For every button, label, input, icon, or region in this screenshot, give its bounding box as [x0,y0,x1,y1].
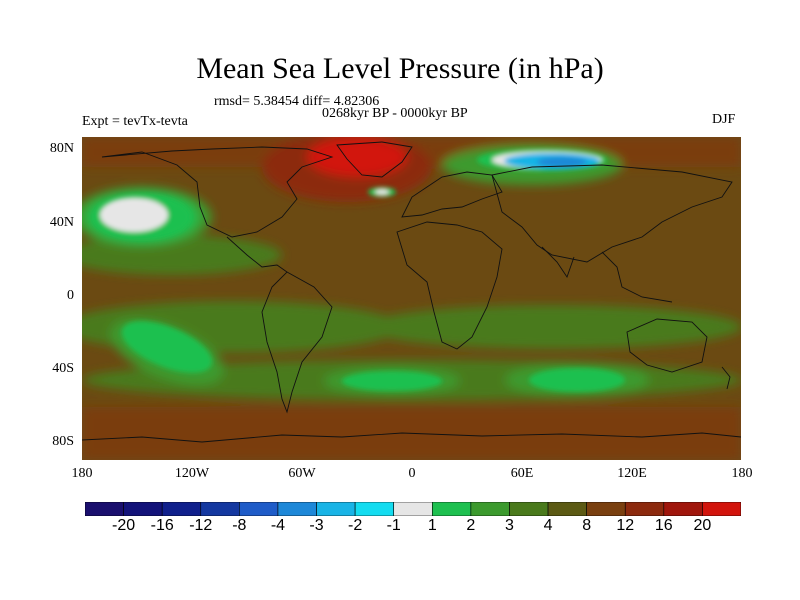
colorbar-swatch [161,502,202,516]
colorbar-swatch [702,502,741,516]
indian-ocean-band [362,305,741,349]
coastline-australia [626,318,708,373]
colorbar-tick-label: 12 [616,517,635,534]
map-title: Mean Sea Level Pressure (in hPa) [196,52,604,85]
colorbar-tick-label: -20 [112,517,136,534]
colorbar-tick-label: -12 [189,517,213,534]
coastline-europe [401,171,503,218]
colorbar-swatch [663,502,703,516]
colorbar-swatch [316,502,356,516]
pressure-anomaly-map [82,137,741,460]
lon-label-180e: 180 [731,466,753,481]
colorbar-tick-label: 4 [543,517,553,534]
coastline-central-america [226,236,288,273]
period-text: 0268kyr BP - 0000kyr BP [322,106,468,121]
map-background [82,137,741,460]
lon-label-60w: 60W [288,466,316,481]
colorbar-swatch [200,502,240,516]
stats-text: rmsd= 5.38454 diff= 4.82306 [214,94,380,109]
south-pacific-low [121,321,213,373]
experiment-text: Expt = tevTx-tevta [82,114,188,129]
north-pacific-core [100,198,168,232]
siberia-low-center [537,157,587,167]
colorbar-tick-label: -4 [270,517,286,534]
lon-label-0: 0 [408,466,416,481]
coastline-antarctica [82,432,741,443]
coastline-south-america [261,271,333,414]
colorbar-swatch [509,502,549,516]
lat-label-0: 0 [67,288,74,303]
colorbar-swatch [431,502,472,516]
colorbar-swatch [354,502,395,516]
colorbar-swatch [277,502,317,516]
coastline-greenland [336,141,413,178]
lon-label-60e: 60E [510,466,534,481]
map-svg [82,137,741,460]
south-indian-low [529,368,625,392]
colorbar-tick-label: -3 [309,517,324,534]
lon-label-120w: 120W [174,466,210,481]
coastline-southeast-asia [601,251,673,303]
season-text: DJF [712,112,736,127]
coastline-africa [396,221,503,350]
colorbar-tick-label: 3 [505,517,514,534]
colorbar-tick-label: 8 [582,517,592,534]
colorbar [85,502,741,516]
colorbar-swatch [586,502,626,516]
colorbar-swatch [123,502,163,516]
colorbar-swatch [85,502,124,516]
colorbar-swatch [470,502,510,516]
coastline-asia [491,164,733,263]
colorbar-swatch [547,502,587,516]
coastline-north-america [101,146,334,238]
colorbar-tick-label: -1 [386,517,401,534]
colorbar-tick-label: 1 [427,517,437,534]
lon-label-180w: 180 [71,466,93,481]
south-atlantic-low [342,371,442,391]
colorbar-tick-label: -16 [150,517,174,534]
lat-label-80s: 80S [52,434,74,449]
lat-label-40s: 40S [52,361,74,376]
colorbar-tick-label: 16 [654,517,673,534]
coastline-india [541,246,575,279]
coastline-new-zealand [721,366,731,390]
north-atlantic-core [375,189,389,195]
lat-label-80n: 80N [49,141,74,156]
coastlines [82,141,741,443]
colorbar-tick-label: 20 [693,517,712,534]
colorbar-swatch [239,502,279,516]
greenland-high-inner [307,137,407,177]
colorbar-tick-label: -2 [347,517,363,534]
colorbar-swatch [624,502,665,516]
colorbar-tick-label: 2 [466,517,476,534]
lat-label-40n: 40N [49,215,74,230]
colorbar-tick-label: -8 [232,517,247,534]
lon-label-120e: 120E [617,466,647,481]
colorbar-swatch [393,502,433,516]
